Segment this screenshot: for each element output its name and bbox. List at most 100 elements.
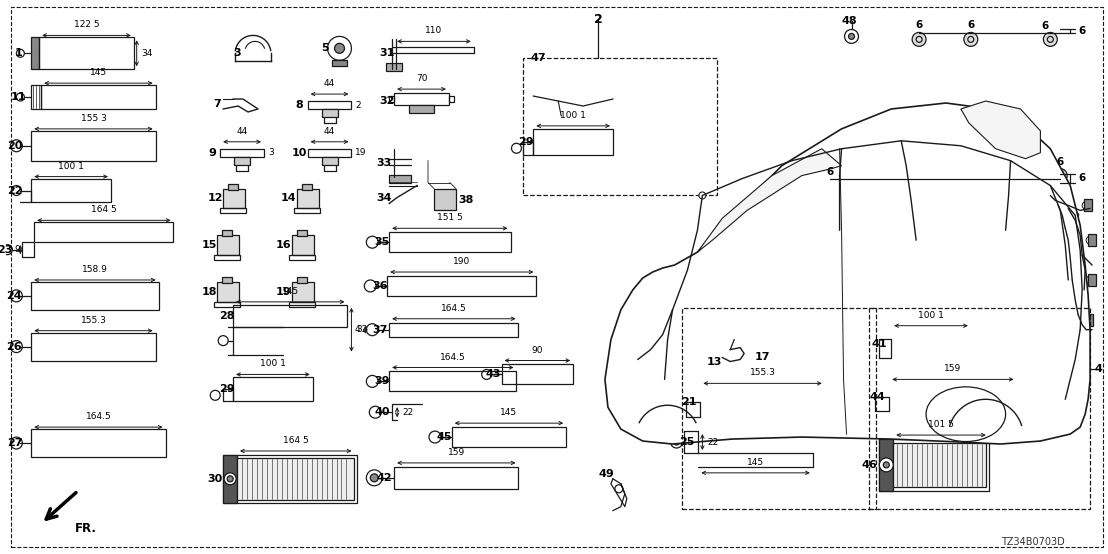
Bar — [533, 129, 613, 155]
Text: 48: 48 — [842, 17, 858, 27]
Text: 25: 25 — [679, 437, 694, 447]
Circle shape — [227, 476, 233, 482]
Bar — [294, 208, 319, 213]
Bar — [31, 429, 165, 457]
Bar — [893, 443, 986, 487]
Text: 31: 31 — [380, 48, 394, 58]
Text: 164.5: 164.5 — [440, 352, 465, 362]
Text: 8: 8 — [296, 100, 304, 110]
Text: 11: 11 — [11, 92, 27, 102]
Circle shape — [1077, 326, 1084, 333]
Bar — [233, 305, 348, 327]
Text: TZ34B0703D: TZ34B0703D — [1002, 537, 1065, 547]
Text: 42: 42 — [377, 473, 392, 483]
Text: 6: 6 — [1057, 157, 1064, 167]
Text: 164.5: 164.5 — [441, 304, 466, 313]
Text: 34: 34 — [377, 193, 392, 203]
Bar — [31, 178, 111, 202]
Text: 2: 2 — [594, 13, 603, 26]
Bar — [1084, 199, 1092, 212]
Text: 5: 5 — [321, 43, 328, 53]
Text: 3: 3 — [234, 48, 240, 58]
Text: 41: 41 — [872, 338, 888, 348]
Bar — [308, 101, 351, 109]
Bar — [452, 427, 566, 447]
Bar — [223, 277, 233, 283]
Text: 45: 45 — [437, 432, 452, 442]
Circle shape — [883, 462, 890, 468]
Bar — [297, 277, 307, 283]
Bar — [31, 332, 155, 361]
Text: FR.: FR. — [75, 522, 98, 535]
Bar — [220, 208, 246, 213]
Polygon shape — [697, 149, 842, 252]
Bar — [31, 282, 158, 310]
Text: 33: 33 — [377, 158, 392, 168]
Text: 100 1: 100 1 — [919, 311, 944, 320]
Bar — [291, 282, 314, 302]
Bar — [228, 183, 238, 189]
Text: 27: 27 — [7, 438, 22, 448]
Text: 16: 16 — [276, 240, 291, 250]
Text: 100 1: 100 1 — [58, 162, 84, 171]
Text: 34: 34 — [142, 49, 153, 58]
Circle shape — [676, 407, 681, 413]
Bar — [41, 85, 155, 109]
Text: 4: 4 — [1094, 365, 1102, 375]
Bar — [523, 58, 717, 196]
Bar — [409, 105, 434, 113]
Text: 6: 6 — [825, 167, 833, 177]
Text: 17: 17 — [755, 352, 770, 362]
Bar — [217, 282, 239, 302]
Text: 155.3: 155.3 — [750, 368, 776, 377]
Circle shape — [370, 474, 378, 482]
Text: 145: 145 — [747, 458, 765, 467]
Text: 10: 10 — [293, 148, 307, 158]
Bar — [223, 455, 237, 502]
Text: 6: 6 — [915, 20, 923, 30]
Circle shape — [1044, 33, 1057, 47]
Text: 145: 145 — [281, 287, 299, 296]
Circle shape — [912, 33, 926, 47]
Text: 22: 22 — [7, 186, 22, 196]
Circle shape — [880, 458, 893, 472]
Bar — [289, 302, 315, 307]
Polygon shape — [605, 103, 1090, 444]
Text: 190: 190 — [453, 257, 471, 266]
Text: 22: 22 — [707, 438, 719, 447]
Bar — [291, 235, 314, 255]
Bar — [389, 232, 511, 252]
Text: 6: 6 — [1078, 173, 1086, 183]
Text: 46: 46 — [862, 460, 878, 470]
Bar — [683, 308, 876, 509]
Text: 44: 44 — [324, 127, 336, 136]
Text: 29: 29 — [519, 137, 534, 147]
Text: 37: 37 — [372, 325, 388, 335]
Bar — [765, 342, 776, 347]
Bar — [389, 371, 516, 391]
Text: 19: 19 — [276, 287, 291, 297]
Bar — [220, 149, 264, 157]
Text: 21: 21 — [680, 397, 696, 407]
Text: 155.3: 155.3 — [81, 316, 106, 325]
Text: 9: 9 — [208, 148, 216, 158]
Circle shape — [865, 401, 871, 407]
Text: 7: 7 — [214, 99, 222, 109]
Bar — [321, 109, 338, 117]
Bar — [434, 188, 455, 211]
Bar — [1085, 314, 1094, 326]
Circle shape — [627, 376, 655, 403]
Text: 43: 43 — [485, 370, 501, 379]
Text: 159: 159 — [944, 365, 962, 373]
Text: 110: 110 — [425, 27, 442, 35]
Circle shape — [1084, 316, 1091, 324]
Bar — [223, 188, 245, 208]
Bar — [31, 85, 41, 109]
Bar — [217, 235, 239, 255]
Circle shape — [849, 33, 854, 39]
Bar — [880, 439, 988, 491]
Text: 22: 22 — [402, 408, 413, 417]
Bar — [880, 439, 893, 491]
Text: 36: 36 — [372, 281, 388, 291]
Bar — [870, 308, 1090, 509]
